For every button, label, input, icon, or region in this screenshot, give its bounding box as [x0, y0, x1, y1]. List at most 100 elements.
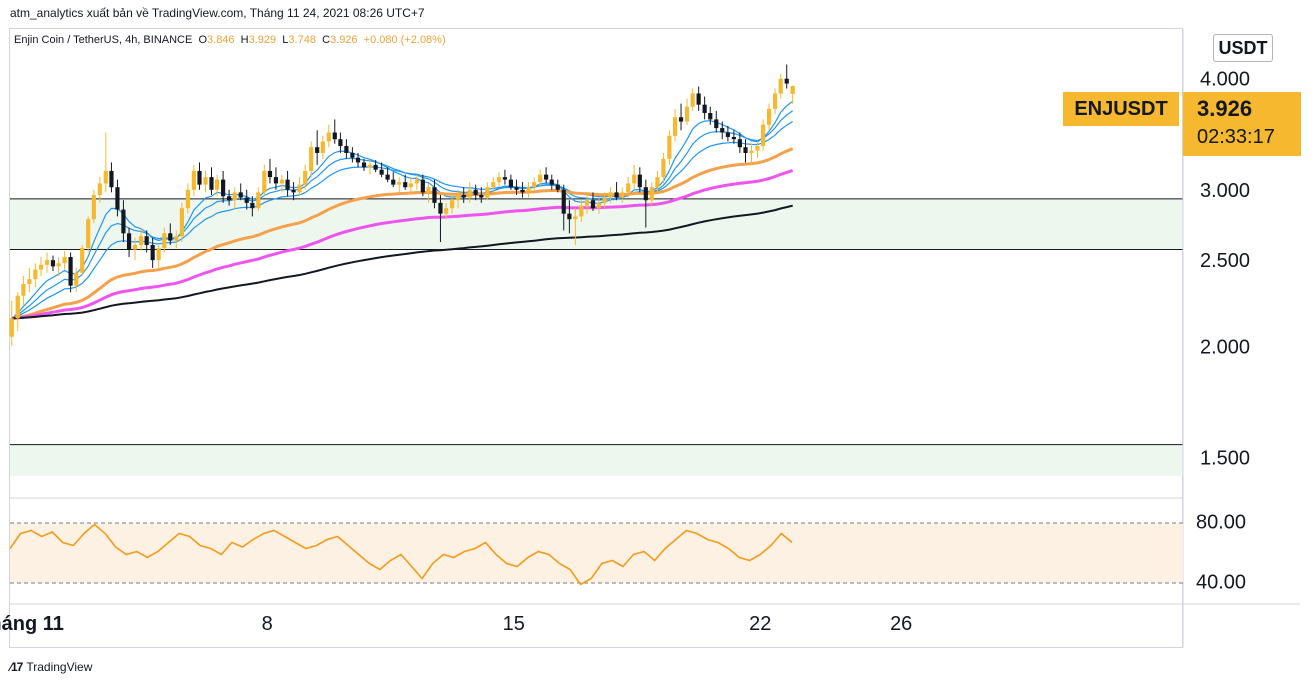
candle-body: [156, 247, 161, 261]
candle-body: [379, 169, 384, 175]
candle-body: [27, 279, 32, 285]
candle-body: [690, 93, 695, 107]
candle-body: [97, 183, 102, 195]
candle-body: [244, 197, 249, 203]
candle-body: [62, 257, 67, 264]
candle-body: [667, 135, 672, 159]
candle-body: [438, 202, 443, 214]
candle-body: [684, 106, 690, 122]
tradingview-logo[interactable]: ⁄17 TradingView: [10, 660, 92, 674]
candle-body: [403, 182, 408, 188]
candle-body: [731, 136, 736, 140]
candle-body: [227, 196, 232, 201]
candle-body: [708, 113, 713, 120]
candle-body: [632, 174, 637, 184]
candle-body: [749, 150, 754, 153]
candle-body: [138, 236, 144, 246]
candle-body: [350, 152, 355, 158]
last-price-badge: 3.926 02:33:17: [1183, 92, 1301, 156]
candle-body: [203, 177, 208, 185]
candle-body: [221, 179, 226, 197]
candle-body: [215, 179, 220, 190]
candle-body: [262, 170, 267, 193]
candle-body: [502, 177, 508, 180]
candle-body: [285, 179, 290, 190]
candle-body: [602, 197, 607, 203]
candle-body: [649, 187, 654, 201]
candle-body: [567, 213, 572, 220]
candle-body: [702, 104, 707, 114]
candle-body: [655, 177, 660, 188]
candle-body: [256, 192, 261, 209]
candle-body: [584, 200, 590, 206]
candle-body: [91, 194, 96, 220]
candle-body: [44, 260, 50, 265]
ema-8-line: [11, 100, 794, 319]
candle-body: [168, 233, 173, 241]
candle-body: [273, 177, 279, 184]
close-label: C: [322, 34, 331, 46]
ema-55-line: [11, 147, 794, 320]
candle-body: [367, 164, 373, 168]
candle-body: [596, 202, 602, 209]
publisher-attribution: atm_analytics xuất bản về TradingView.co…: [10, 6, 425, 20]
currency-button[interactable]: USDT: [1213, 34, 1273, 62]
candle-body: [121, 209, 126, 234]
candle-body: [320, 141, 325, 153]
candle-body: [672, 117, 678, 136]
candle-body: [9, 318, 14, 337]
candle-body: [720, 128, 725, 133]
candle-body: [279, 179, 285, 184]
candle-body: [449, 200, 455, 209]
rsi-line: [9, 523, 793, 586]
time-tick-label: Tháng 11: [0, 613, 64, 635]
candle-body: [767, 108, 772, 125]
low-label: L: [282, 34, 289, 46]
candle-body: [743, 147, 748, 153]
candle-body: [185, 189, 190, 209]
price-zone-1: [10, 444, 1183, 476]
candle-body: [250, 202, 255, 209]
time-tick-label: 15: [503, 613, 525, 635]
candle-body: [126, 233, 132, 250]
candle-body: [191, 170, 196, 190]
candle-body: [626, 183, 631, 193]
candle-body: [15, 295, 20, 319]
candle-body: [50, 260, 56, 267]
candle-body: [778, 78, 783, 94]
candle-body: [714, 119, 719, 129]
candle-body: [538, 174, 543, 183]
candle-body: [725, 132, 730, 137]
candle-body: [232, 192, 237, 201]
high-value: 3.929: [248, 34, 277, 46]
candle-body: [678, 117, 684, 122]
candle-body: [303, 170, 308, 185]
candle-body: [238, 192, 243, 198]
candle-body: [485, 187, 490, 198]
candle-body: [473, 189, 478, 195]
candle-body: [614, 192, 619, 198]
candle-body: [297, 184, 302, 193]
symbol-description: Enjin Coin / TetherUS, 4h, BINANCE: [14, 34, 193, 46]
candle-body: [338, 139, 343, 147]
candle-body: [579, 205, 584, 217]
price-tick-label: 2.500: [1200, 250, 1250, 272]
tradingview-mark-icon: ⁄17: [10, 660, 23, 674]
candle-body: [526, 187, 531, 193]
candle-body: [620, 192, 625, 198]
candle-body: [344, 146, 349, 153]
candle-body: [332, 132, 337, 140]
symbol-badge: ENJUSDT: [1063, 92, 1179, 126]
candle-body: [491, 182, 496, 188]
candle-body: [174, 236, 179, 241]
candle-body: [397, 182, 402, 185]
candle-body: [737, 139, 742, 148]
ema-100-line: [11, 169, 794, 320]
candle-body: [86, 219, 91, 248]
candle-body: [661, 158, 666, 178]
candle-body: [772, 93, 778, 109]
candle-body: [784, 78, 789, 84]
candle-body: [755, 146, 760, 151]
candle-body: [467, 189, 472, 198]
